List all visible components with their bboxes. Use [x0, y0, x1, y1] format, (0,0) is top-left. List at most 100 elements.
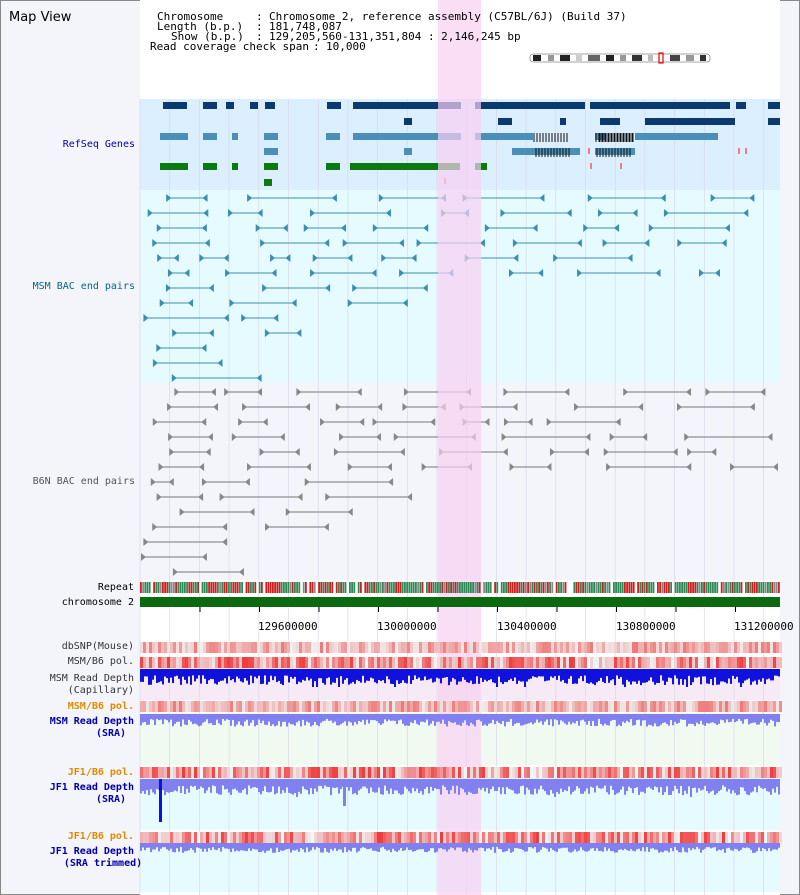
polymorphism-cell — [746, 832, 749, 843]
read-depth-bar — [166, 779, 168, 793]
polymorphism-cell — [530, 701, 533, 712]
polymorphism-cell — [497, 642, 500, 653]
polymorphism-cell — [326, 832, 329, 843]
polymorphism-cell — [779, 657, 782, 668]
polymorphism-cell — [560, 832, 563, 843]
repeat-mark — [298, 582, 301, 593]
polymorphism-cell — [266, 832, 269, 843]
polymorphism-cell — [566, 701, 569, 712]
polymorphism-cell — [473, 657, 476, 668]
repeat-mark — [346, 582, 349, 593]
track-label-b6n-bac[interactable]: B6N BAC end pairs — [32, 476, 135, 487]
bac-end-marker — [721, 239, 727, 247]
polymorphism-cell — [263, 701, 266, 712]
bac-end-marker — [501, 433, 507, 441]
polymorphism-cell — [674, 767, 677, 778]
read-depth-bar — [610, 714, 612, 721]
polymorphism-cell — [155, 642, 158, 653]
track-label-msm-bac[interactable]: MSM BAC end pairs — [32, 281, 135, 292]
read-depth-bar — [648, 843, 650, 852]
polymorphism-cell — [668, 657, 671, 668]
polymorphism-cell — [422, 832, 425, 843]
polymorphism-cell — [497, 701, 500, 712]
polymorphism-cell — [374, 701, 377, 712]
repeat-mark — [481, 582, 483, 593]
polymorphism-cell — [695, 642, 698, 653]
read-depth-bar — [524, 843, 526, 852]
polymorphism-cell — [368, 642, 371, 653]
bac-end-marker — [597, 209, 603, 217]
bac-end-marker — [484, 418, 490, 426]
polymorphism-cell — [305, 767, 308, 778]
repeat-mark — [624, 582, 626, 593]
read-depth-bar — [324, 843, 326, 848]
polymorphism-cell — [176, 767, 179, 778]
polymorphism-cell — [368, 832, 371, 843]
polymorphism-cell — [503, 767, 506, 778]
bac-end-marker — [615, 418, 621, 426]
read-depth-bar — [642, 714, 644, 721]
polymorphism-cell — [428, 701, 431, 712]
bac-end-marker — [587, 194, 593, 202]
polymorphism-cell — [455, 701, 458, 712]
polymorphism-cell — [203, 767, 206, 778]
read-depth-bar — [562, 779, 564, 792]
polymorphism-cell — [575, 701, 578, 712]
read-depth-bar — [700, 779, 702, 791]
read-depth-bar — [508, 843, 510, 849]
read-depth-bar — [628, 669, 630, 682]
polymorphism-cell — [245, 767, 248, 778]
read-depth-bar — [474, 779, 476, 794]
bac-end-marker — [730, 463, 736, 471]
bac-end-marker — [743, 209, 749, 217]
repeat-mark — [492, 582, 494, 593]
read-depth-bar — [484, 669, 486, 680]
polymorphism-cell — [209, 657, 212, 668]
track-label-refseq[interactable]: RefSeq Genes — [62, 139, 135, 150]
read-depth-bar — [354, 669, 356, 684]
bac-end-marker — [638, 403, 644, 411]
polymorphism-cell — [611, 832, 614, 843]
gene-feature — [326, 133, 340, 140]
read-depth-bar — [722, 669, 724, 682]
read-depth-bar — [610, 779, 612, 786]
polymorphism-cell — [452, 767, 455, 778]
polymorphism-cell — [392, 767, 395, 778]
read-depth-bar — [550, 669, 552, 677]
polymorphism-cell — [464, 832, 467, 843]
polymorphism-cell — [587, 767, 590, 778]
read-depth-bar — [588, 714, 590, 722]
polymorphism-cell — [635, 701, 638, 712]
read-depth-bar — [694, 669, 696, 678]
read-depth-bar — [192, 669, 194, 676]
repeat-mark — [340, 582, 342, 593]
repeat-mark — [245, 582, 248, 593]
read-depth-bar — [408, 669, 410, 676]
read-depth-bar — [426, 669, 428, 681]
polymorphism-cell — [503, 642, 506, 653]
read-depth-bar — [220, 714, 222, 725]
polymorphism-cell — [629, 832, 632, 843]
polymorphism-cell — [641, 657, 644, 668]
bac-end-marker — [381, 254, 387, 262]
read-depth-bar — [316, 714, 318, 726]
read-depth-bar — [244, 843, 246, 851]
read-depth-bar — [656, 669, 658, 683]
polymorphism-cell — [206, 657, 209, 668]
read-depth-bar — [410, 779, 412, 794]
read-depth-bar — [282, 669, 284, 686]
read-depth-bar — [200, 843, 202, 849]
read-depth-bar — [250, 843, 252, 851]
read-depth-bar — [758, 843, 760, 848]
polymorphism-cell — [194, 832, 197, 843]
read-depth-bar — [608, 669, 610, 683]
read-depth-bar — [286, 669, 288, 676]
polymorphism-cell — [554, 701, 557, 712]
read-depth-bar — [412, 714, 414, 724]
bac-end-marker — [376, 433, 382, 441]
repeat-mark — [555, 582, 558, 593]
polymorphism-cell — [215, 767, 218, 778]
read-depth-bar — [352, 779, 354, 795]
read-depth-bar — [316, 779, 318, 792]
